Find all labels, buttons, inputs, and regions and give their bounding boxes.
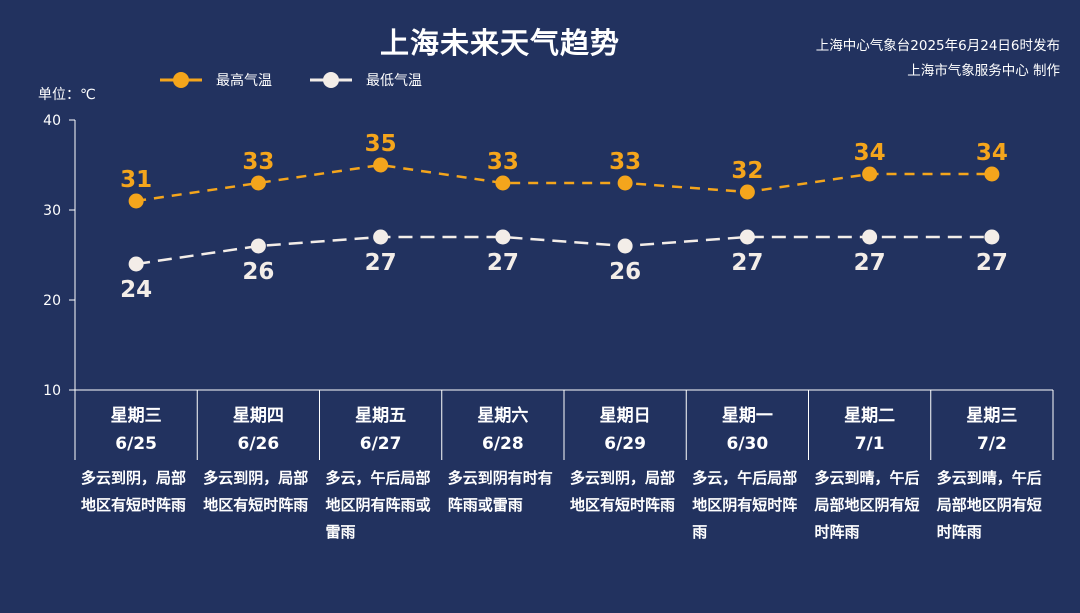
high-value-label: 33 [609, 149, 641, 175]
date-label: 6/29 [604, 434, 646, 454]
high-value-label: 32 [731, 158, 763, 184]
high-value-label: 33 [487, 149, 519, 175]
legend-item-high: 最高气温 [160, 70, 272, 90]
high-point [128, 193, 144, 209]
day-header: 星期三 6/25 [75, 402, 197, 458]
high-value-label: 31 [120, 167, 152, 193]
source-info: 上海中心气象台2025年6月24日6时发布 上海市气象服务中心 制作 [816, 34, 1060, 84]
low-point [862, 229, 878, 245]
weather-description: 多云到晴，午后局部地区阴有短时阵雨 [814, 469, 920, 541]
low-point [495, 229, 511, 245]
low-value-label: 27 [365, 250, 397, 276]
low-value-label: 26 [609, 259, 641, 285]
day-header: 星期四 6/26 [197, 402, 319, 458]
high-point [984, 166, 1000, 182]
low-point [984, 229, 1000, 245]
low-value-label: 27 [854, 250, 886, 276]
legend-item-low: 最低气温 [310, 70, 422, 90]
unit-label: 单位：℃ [38, 87, 96, 103]
y-tick-label: 10 [43, 383, 61, 399]
weather-description: 多云，午后局部地区阴有短时阵雨 [692, 469, 798, 541]
weekday-label: 星期三 [966, 406, 1018, 426]
weekday-label: 星期五 [355, 406, 407, 426]
high-point [739, 184, 755, 200]
day-header: 星期日 6/29 [564, 402, 686, 458]
low-point [128, 256, 144, 272]
high-point [250, 175, 266, 191]
weather-description: 多云到阴，局部地区有短时阵雨 [203, 469, 309, 514]
date-label: 6/27 [359, 434, 402, 454]
weekday-label: 星期日 [599, 406, 651, 426]
weekday-label: 星期六 [477, 406, 529, 426]
weekday-label: 星期一 [721, 406, 773, 426]
day-header: 星期一 6/30 [686, 402, 808, 458]
page-title: 上海未来天气趋势 [380, 26, 621, 60]
y-tick-label: 20 [43, 293, 61, 309]
low-value-label: 27 [976, 250, 1008, 276]
legend-low-marker-icon [310, 72, 352, 88]
low-value-label: 27 [487, 250, 519, 276]
low-series-line [135, 235, 992, 266]
low-value-label: 27 [731, 250, 763, 276]
weather-description: 多云到阴有时有阵雨或雷雨 [447, 469, 553, 514]
date-label: 6/25 [115, 434, 157, 454]
source-issuer: 上海中心气象台2025年6月24日6时发布 [815, 38, 1060, 54]
high-point [617, 175, 633, 191]
legend-high-marker-icon [160, 72, 202, 88]
weather-description: 多云到阴，局部地区有短时阵雨 [81, 469, 187, 514]
low-point [373, 229, 389, 245]
high-value-label: 34 [976, 140, 1008, 166]
date-label: 6/30 [726, 434, 769, 454]
low-point [250, 238, 266, 254]
legend-high-label: 最高气温 [216, 73, 272, 89]
weather-description: 多云，午后局部地区阴有阵雨或雷雨 [325, 469, 431, 541]
date-label: 7/1 [854, 434, 885, 454]
y-tick-label: 40 [43, 113, 61, 129]
day-header: 星期三 7/2 [931, 402, 1053, 458]
low-point [739, 229, 755, 245]
high-value-label: 34 [854, 140, 886, 166]
low-value-label: 26 [242, 259, 274, 285]
weather-description: 多云到阴，局部地区有短时阵雨 [570, 469, 676, 514]
date-label: 7/2 [976, 434, 1007, 454]
day-header: 星期六 6/28 [442, 402, 564, 458]
high-point [862, 166, 878, 182]
high-value-label: 33 [242, 149, 274, 175]
day-header: 星期二 7/1 [809, 402, 931, 458]
high-point [373, 157, 389, 173]
day-header: 星期五 6/27 [320, 402, 442, 458]
weather-description: 多云到晴，午后局部地区阴有短时阵雨 [936, 469, 1042, 541]
high-series-line [135, 163, 992, 203]
high-point [495, 175, 511, 191]
high-value-label: 35 [365, 131, 397, 157]
weekday-label: 星期三 [110, 406, 162, 426]
legend-low-label: 最低气温 [366, 73, 422, 89]
weekday-label: 星期四 [232, 406, 284, 426]
low-value-label: 24 [120, 277, 152, 303]
low-point [617, 238, 633, 254]
date-label: 6/28 [482, 434, 524, 454]
weekday-label: 星期二 [844, 406, 896, 426]
source-producer: 上海市气象服务中心 制作 [907, 63, 1060, 79]
y-tick-label: 30 [43, 203, 61, 219]
date-label: 6/26 [237, 434, 280, 454]
